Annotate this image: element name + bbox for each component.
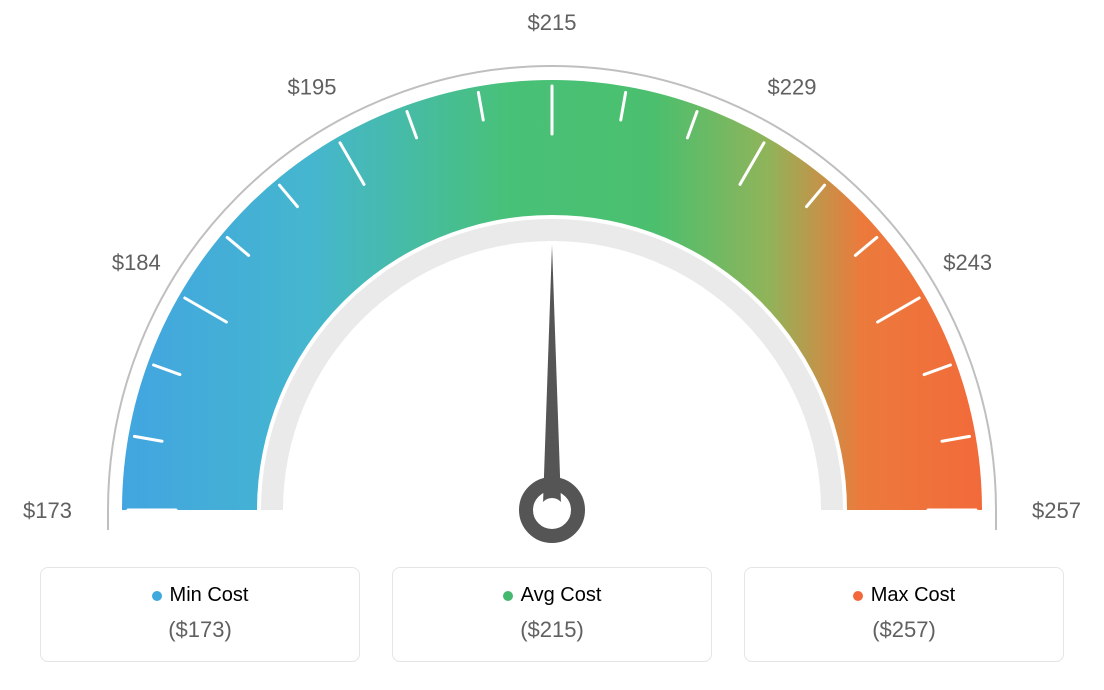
- legend-max-value: ($257): [757, 617, 1051, 643]
- legend-min-label: Min Cost: [170, 584, 249, 607]
- dot-avg: [503, 591, 513, 601]
- legend-row: Min Cost ($173) Avg Cost ($215) Max Cost…: [0, 567, 1104, 662]
- dot-max: [853, 591, 863, 601]
- legend-avg-card: Avg Cost ($215): [392, 567, 712, 662]
- svg-text:$184: $184: [112, 250, 161, 275]
- legend-min-card: Min Cost ($173): [40, 567, 360, 662]
- legend-avg-label: Avg Cost: [521, 584, 602, 607]
- legend-max-card: Max Cost ($257): [744, 567, 1064, 662]
- dot-min: [152, 591, 162, 601]
- cost-gauge: $173 $184 $195 $215 $229 $243 $257: [0, 0, 1104, 560]
- svg-text:$229: $229: [768, 74, 817, 99]
- legend-max-title: Max Cost: [853, 584, 955, 607]
- svg-text:$257: $257: [1032, 498, 1081, 523]
- gauge-svg: $173 $184 $195 $215 $229 $243 $257: [0, 0, 1104, 560]
- legend-min-title: Min Cost: [152, 584, 249, 607]
- legend-avg-value: ($215): [405, 617, 699, 643]
- legend-min-value: ($173): [53, 617, 347, 643]
- legend-avg-title: Avg Cost: [503, 584, 602, 607]
- svg-text:$243: $243: [943, 250, 992, 275]
- svg-text:$215: $215: [528, 10, 577, 35]
- legend-max-label: Max Cost: [871, 584, 955, 607]
- svg-text:$195: $195: [288, 74, 337, 99]
- svg-text:$173: $173: [23, 498, 72, 523]
